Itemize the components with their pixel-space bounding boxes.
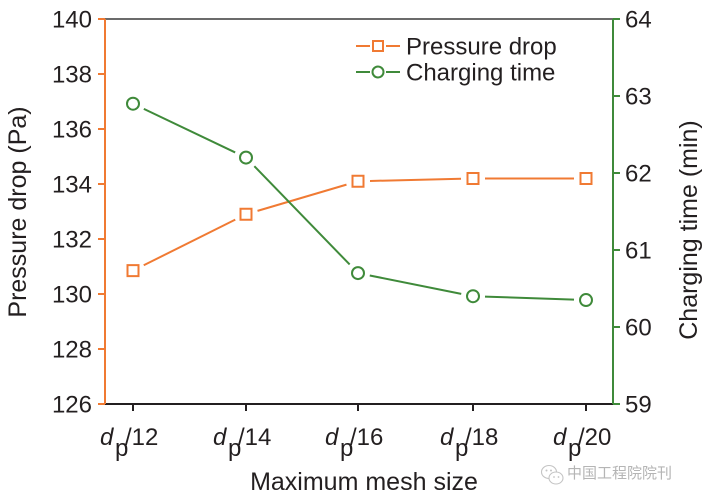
left-y-axis-title: Pressure drop (Pa)	[4, 106, 32, 317]
right-tick-label: 64	[625, 7, 652, 34]
watermark: 中国工程院院刊	[540, 464, 672, 485]
charging-time-segment	[143, 107, 236, 154]
x-tick-label: d p/14	[213, 424, 271, 462]
x-label-subscript: p	[568, 435, 581, 462]
x-label-suffix: /18	[465, 424, 498, 451]
charging-time-marker	[466, 289, 480, 304]
charging-time-marker	[579, 293, 593, 308]
x-label-suffix: /20	[578, 424, 611, 451]
left-y-axis: 126 128 130 132 134 136 138 140	[52, 7, 106, 419]
x-label-suffix: /14	[238, 424, 271, 451]
right-tick-label: 61	[625, 238, 652, 265]
left-tick-label: 126	[52, 392, 92, 419]
right-tick-label: 62	[625, 161, 652, 188]
right-tick-label: 63	[625, 84, 652, 111]
charging-time-segment	[369, 274, 462, 295]
legend-item-pressure-drop: Pressure drop	[356, 34, 557, 61]
x-label-subscript: p	[228, 435, 241, 462]
pressure-drop-segment	[369, 177, 462, 182]
pressure-drop-segment	[257, 183, 347, 212]
x-tick-label: d p/12	[100, 424, 158, 462]
watermark-text: 中国工程院院刊	[567, 464, 672, 482]
legend-label: Pressure drop	[406, 34, 557, 61]
left-tick-label: 130	[52, 282, 92, 309]
x-label-base: d	[440, 424, 454, 451]
right-tick-label: 60	[625, 315, 652, 342]
charging-time-series	[126, 96, 593, 308]
left-tick-label: 128	[52, 337, 92, 364]
x-axis-title: Maximum mesh size	[250, 468, 478, 496]
pressure-drop-marker	[579, 172, 593, 185]
x-label-subscript: p	[455, 435, 468, 462]
x-label-base: d	[325, 424, 339, 451]
legend-circle-marker	[371, 65, 385, 79]
x-label-suffix: /12	[125, 424, 158, 451]
legend-square-marker	[372, 40, 384, 52]
charging-time-marker	[239, 150, 253, 165]
x-axis: d p/12 d p/14 d p/16 d p/18 d p/20	[100, 404, 611, 462]
right-y-axis: 59 60 61 62 63 64	[612, 7, 652, 419]
x-label-base: d	[553, 424, 567, 451]
wechat-icon	[540, 464, 564, 485]
charging-time-segment	[253, 165, 351, 266]
pressure-drop-series	[126, 172, 593, 278]
legend-label: Charging time	[406, 60, 555, 87]
left-tick-label: 138	[52, 62, 92, 89]
x-label-base: d	[100, 424, 114, 451]
pressure-drop-marker	[126, 264, 140, 278]
x-tick-label: d p/16	[325, 424, 383, 462]
x-label-subscript: p	[340, 435, 353, 462]
charging-time-marker	[126, 96, 140, 111]
legend-item-charging-time: Charging time	[356, 60, 555, 87]
charging-time-segment	[484, 295, 575, 301]
left-tick-label: 132	[52, 227, 92, 254]
right-y-axis-title: Charging time (min)	[675, 120, 703, 340]
left-tick-label: 134	[52, 172, 92, 199]
pressure-drop-marker	[239, 207, 253, 221]
left-tick-label: 136	[52, 117, 92, 144]
x-label-subscript: p	[115, 435, 128, 462]
right-tick-label: 59	[625, 392, 652, 419]
x-tick-label: d p/20	[553, 424, 611, 462]
x-tick-label: d p/18	[440, 424, 498, 462]
x-label-suffix: /16	[350, 424, 383, 451]
series-layer	[126, 96, 593, 308]
left-tick-label: 140	[52, 7, 92, 34]
pressure-drop-marker	[351, 174, 365, 188]
pressure-drop-marker	[466, 172, 480, 185]
pressure-drop-segment	[143, 218, 236, 267]
x-label-base: d	[213, 424, 227, 451]
charging-time-marker	[351, 266, 365, 281]
